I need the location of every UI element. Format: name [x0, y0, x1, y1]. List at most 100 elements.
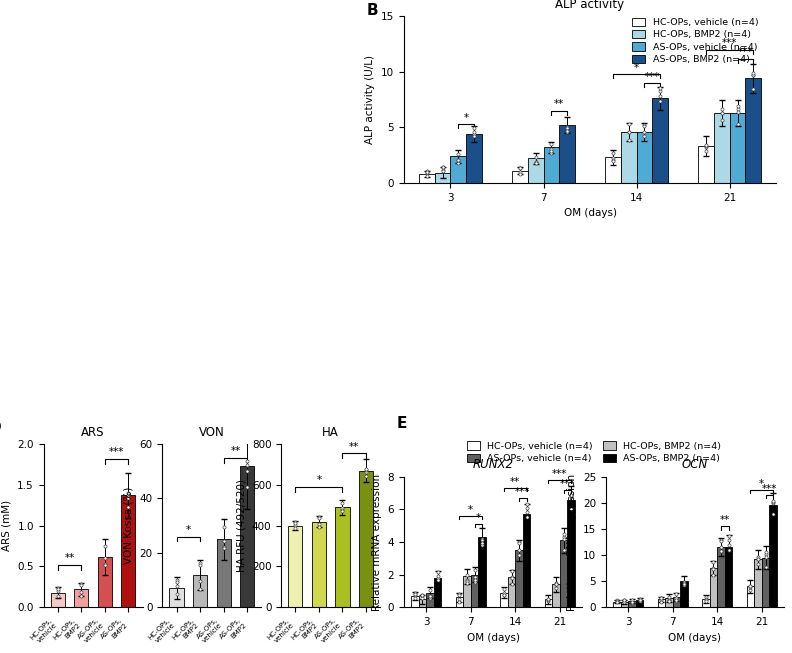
- Point: [513, 167, 526, 177]
- Text: *: *: [760, 479, 764, 488]
- Point: [476, 534, 489, 545]
- Point: [409, 593, 421, 603]
- Text: **: **: [230, 446, 241, 456]
- Point: [453, 590, 466, 600]
- Text: *: *: [476, 513, 481, 523]
- Point: [731, 101, 744, 112]
- Point: [543, 596, 555, 607]
- Point: [744, 584, 757, 595]
- Bar: [636, 601, 643, 607]
- Point: [409, 588, 421, 598]
- Point: [633, 596, 645, 607]
- Bar: [672, 597, 680, 607]
- Point: [98, 558, 111, 569]
- Point: [468, 571, 481, 582]
- Point: [654, 91, 667, 102]
- Bar: [470, 575, 478, 607]
- Point: [543, 594, 555, 604]
- Point: [170, 575, 183, 585]
- Point: [633, 594, 645, 604]
- Point: [241, 482, 253, 492]
- Point: [623, 135, 635, 145]
- Point: [714, 546, 727, 556]
- Bar: [714, 113, 729, 183]
- Point: [760, 549, 772, 560]
- Y-axis label: ARS (mM): ARS (mM): [2, 500, 12, 551]
- Bar: [359, 471, 373, 607]
- Point: [431, 575, 444, 585]
- Point: [638, 127, 651, 137]
- Point: [497, 590, 510, 600]
- Point: [416, 593, 428, 603]
- Y-axis label: VON Kossa (%): VON Kossa (%): [124, 487, 134, 564]
- Point: [452, 157, 465, 168]
- Bar: [559, 125, 575, 183]
- Point: [505, 573, 518, 583]
- Point: [715, 104, 728, 115]
- Point: [468, 123, 481, 133]
- Point: [545, 138, 558, 149]
- Point: [313, 512, 326, 522]
- Bar: [657, 599, 665, 607]
- Point: [715, 108, 728, 118]
- Point: [461, 575, 474, 586]
- Point: [607, 153, 619, 163]
- Point: [760, 562, 772, 572]
- Point: [513, 168, 526, 179]
- Point: [611, 595, 623, 605]
- Point: [170, 581, 183, 591]
- Point: [752, 554, 764, 564]
- Point: [468, 129, 481, 139]
- Bar: [567, 500, 575, 607]
- Bar: [754, 559, 762, 607]
- Point: [752, 552, 764, 562]
- Point: [436, 162, 449, 172]
- Point: [626, 597, 638, 608]
- Point: [505, 571, 518, 582]
- Point: [416, 590, 428, 600]
- Point: [424, 591, 436, 601]
- Point: [699, 142, 712, 153]
- Bar: [621, 602, 628, 607]
- Point: [543, 594, 555, 605]
- Point: [752, 554, 764, 564]
- Point: [707, 564, 720, 574]
- Y-axis label: Relative mRNA expression: Relative mRNA expression: [372, 473, 382, 611]
- Point: [715, 114, 728, 125]
- Point: [452, 155, 465, 165]
- Point: [663, 595, 676, 605]
- Point: [421, 168, 433, 178]
- Point: [731, 119, 744, 129]
- Bar: [435, 173, 451, 183]
- Point: [194, 558, 207, 569]
- Point: [744, 581, 757, 591]
- X-axis label: OM (days): OM (days): [668, 633, 722, 643]
- Title: ARS: ARS: [82, 426, 105, 439]
- Bar: [51, 593, 65, 607]
- Point: [289, 519, 302, 530]
- Point: [217, 522, 230, 532]
- Bar: [769, 505, 777, 607]
- Point: [663, 595, 676, 605]
- Point: [51, 586, 64, 596]
- Point: [431, 567, 444, 578]
- Point: [611, 596, 623, 607]
- Point: [545, 146, 558, 156]
- Point: [767, 509, 779, 519]
- Point: [747, 69, 760, 80]
- Point: [468, 577, 481, 587]
- Point: [360, 465, 372, 475]
- Point: [655, 596, 668, 606]
- Point: [699, 146, 712, 156]
- Point: [122, 502, 135, 512]
- Point: [626, 598, 638, 609]
- Bar: [501, 593, 508, 607]
- Point: [421, 170, 433, 181]
- Bar: [216, 539, 230, 607]
- Point: [453, 589, 466, 599]
- Point: [360, 467, 372, 477]
- Point: [767, 497, 779, 507]
- Point: [558, 545, 570, 556]
- Bar: [747, 586, 754, 607]
- Point: [360, 464, 372, 475]
